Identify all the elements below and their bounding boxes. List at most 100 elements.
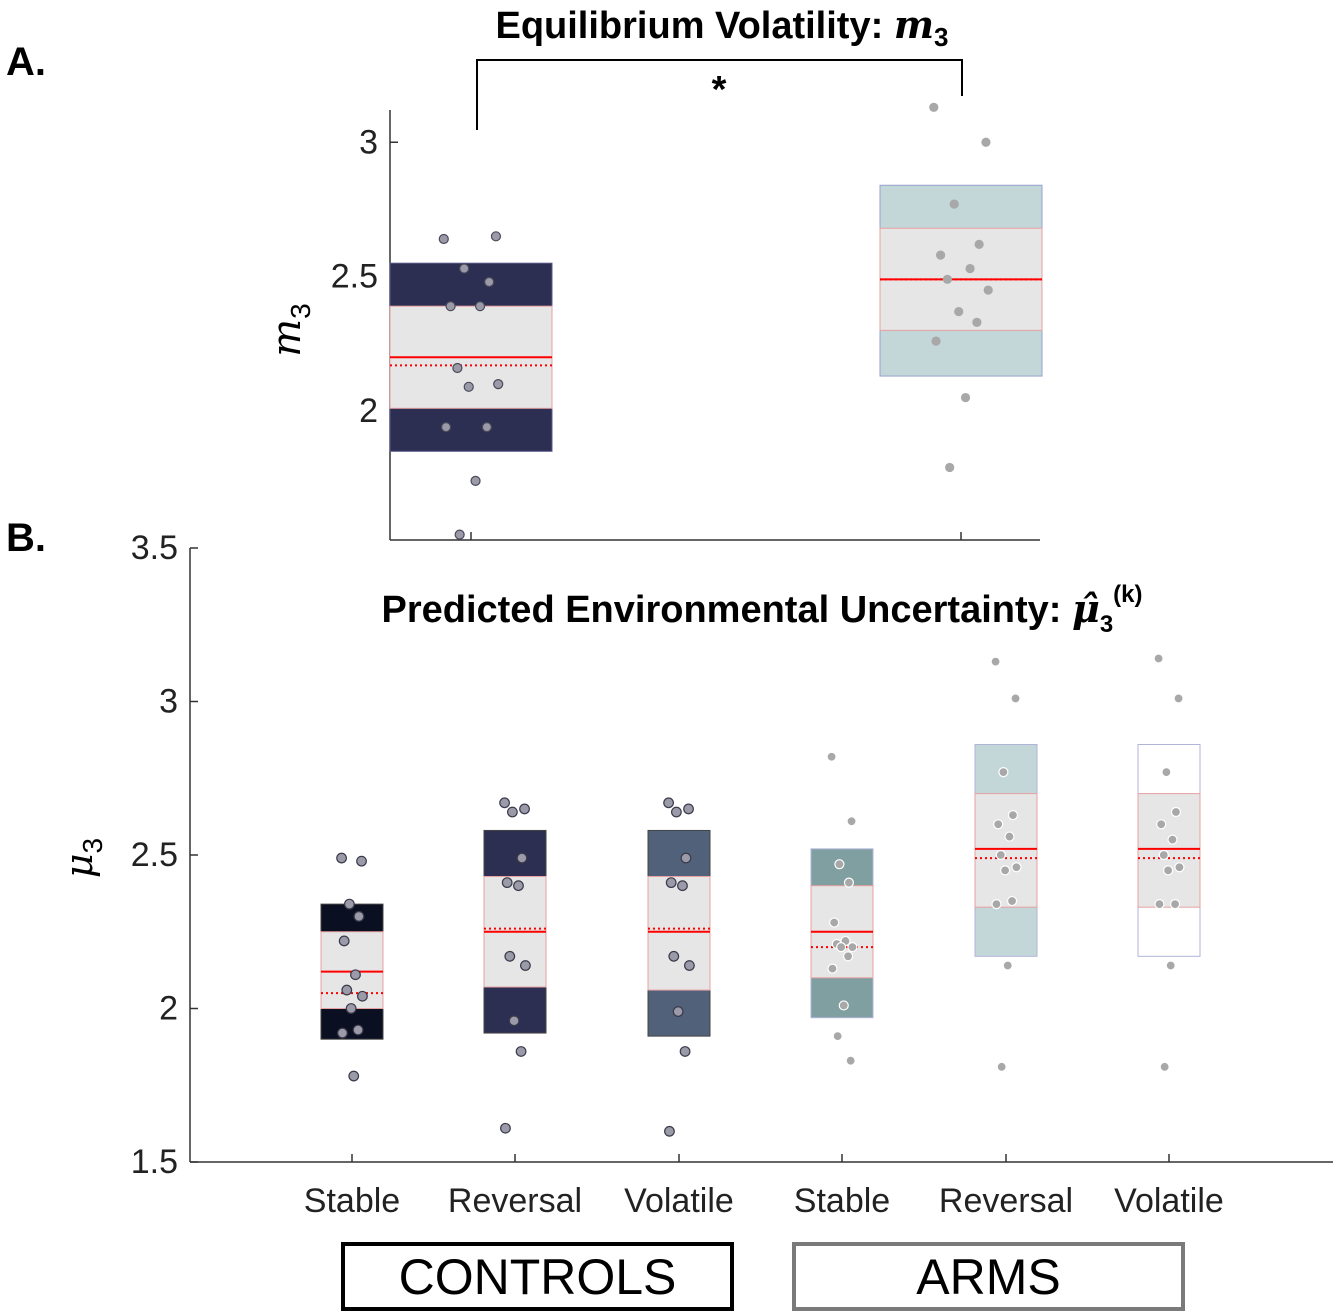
data-point-b5-2 <box>1161 767 1172 778</box>
data-point-b1-8 <box>508 1015 520 1027</box>
data-point-b5-12 <box>1159 1061 1170 1072</box>
data-point-b3-7 <box>847 941 858 953</box>
arms-group-box: ARMS <box>792 1242 1185 1311</box>
data-point-b2-6 <box>668 950 680 962</box>
b-title-sub: 3 <box>1100 611 1113 638</box>
b-title-sup: (k) <box>1113 581 1142 608</box>
data-point-b4-5 <box>1004 831 1015 842</box>
data-point-b4-11 <box>1002 960 1013 971</box>
significance-star: * <box>712 69 727 111</box>
panel-label-a: A. <box>6 40 46 84</box>
arms-group-label: ARMS <box>916 1248 1061 1305</box>
a-title-sub: 3 <box>934 22 948 52</box>
a-y-label-sub: 3 <box>285 303 316 319</box>
data-point-a0-5 <box>474 301 486 312</box>
data-point-b4-12 <box>996 1061 1007 1072</box>
data-point-a1-9 <box>972 317 982 327</box>
data-point-b3-1 <box>846 816 857 827</box>
data-point-b2-0 <box>663 797 674 809</box>
box-inner-b2 <box>647 875 711 991</box>
data-point-a1-12 <box>945 462 955 473</box>
data-point-b2-9 <box>679 1046 691 1057</box>
data-point-b1-2 <box>506 806 518 818</box>
data-point-b0-5 <box>350 969 361 981</box>
data-point-b0-0 <box>336 852 347 864</box>
data-point-b4-1 <box>1010 693 1021 704</box>
data-point-b5-11 <box>1165 960 1176 971</box>
data-point-b1-5 <box>513 880 524 892</box>
data-point-b1-7 <box>520 960 531 971</box>
data-point-a0-7 <box>493 379 504 390</box>
a-title-math: m <box>894 2 934 47</box>
data-point-b0-10 <box>337 1027 348 1039</box>
data-point-b1-9 <box>515 1046 527 1057</box>
data-point-b5-3 <box>1170 806 1182 818</box>
box-inner-b0 <box>320 931 384 1009</box>
data-point-b0-11 <box>348 1070 360 1082</box>
significance-bracket <box>476 59 963 130</box>
data-point-b2-10 <box>664 1125 675 1137</box>
data-point-a0-10 <box>440 422 452 433</box>
b-y-label-sub: 3 <box>77 838 108 854</box>
data-point-a1-11 <box>960 392 971 403</box>
data-point-a0-3 <box>484 276 495 288</box>
data-point-b1-4 <box>501 877 513 889</box>
data-point-a0-4 <box>445 301 456 312</box>
b-y-tick-label-4: 3.5 <box>131 529 178 567</box>
data-point-b5-4 <box>1156 819 1167 830</box>
data-point-b2-8 <box>672 1006 684 1017</box>
data-point-a0-9 <box>481 422 492 433</box>
data-point-b1-1 <box>519 803 530 815</box>
data-point-a0-11 <box>470 475 481 486</box>
data-point-b5-10 <box>1154 899 1165 910</box>
data-point-a1-7 <box>983 285 993 295</box>
a-y-tick-label-1: 2.5 <box>331 258 378 296</box>
b-title-math: μ̂ <box>1072 586 1100 631</box>
data-point-b0-7 <box>357 990 368 1002</box>
box-inner-b5 <box>1137 793 1201 908</box>
data-point-b2-3 <box>680 852 692 864</box>
data-point-b3-9 <box>842 951 854 962</box>
data-point-b4-3 <box>1007 809 1019 821</box>
data-point-a0-8 <box>463 381 474 392</box>
b-x-tick-label-1: Reversal <box>448 1182 582 1220</box>
controls-group-label: CONTROLS <box>398 1248 677 1305</box>
data-point-b2-2 <box>670 806 682 818</box>
data-point-a1-5 <box>965 263 975 274</box>
b-y-label: μ3 <box>57 838 108 878</box>
data-point-b5-1 <box>1173 693 1184 704</box>
data-point-b4-9 <box>1006 895 1018 907</box>
data-point-b0-3 <box>353 911 365 922</box>
data-point-b2-5 <box>677 880 688 892</box>
data-point-b4-0 <box>990 656 1001 667</box>
data-point-a0-12 <box>454 529 465 540</box>
data-point-b4-2 <box>998 767 1009 778</box>
b-y-label-math: μ <box>57 853 101 878</box>
a-y-tick-label-2: 3 <box>359 123 378 161</box>
data-point-b5-7 <box>1174 862 1185 873</box>
b-x-tick-label-3: Stable <box>794 1182 890 1220</box>
data-point-a1-6 <box>942 274 952 284</box>
data-point-a1-10 <box>931 336 941 346</box>
data-point-b4-7 <box>1011 862 1022 873</box>
a-title: Equilibrium Volatility: m3 <box>495 2 948 52</box>
data-point-b3-4 <box>829 917 840 928</box>
data-point-b5-8 <box>1163 865 1174 876</box>
b-x-tick-label-4: Reversal <box>939 1182 1073 1220</box>
data-point-b3-8 <box>836 941 847 953</box>
data-point-b2-4 <box>665 877 677 889</box>
data-point-b4-8 <box>1000 865 1011 876</box>
data-point-b4-6 <box>995 849 1006 861</box>
data-point-b5-6 <box>1158 849 1169 861</box>
data-point-b1-6 <box>504 950 516 962</box>
a-y-label-math: m <box>264 319 310 357</box>
b-x-tick-label-0: Stable <box>304 1182 400 1220</box>
data-point-b0-4 <box>338 935 350 947</box>
data-point-b0-6 <box>341 984 353 996</box>
data-point-b3-2 <box>834 859 845 870</box>
data-point-b0-8 <box>345 1003 357 1014</box>
box-inner-b4 <box>974 793 1038 908</box>
data-point-b0-9 <box>352 1024 364 1036</box>
